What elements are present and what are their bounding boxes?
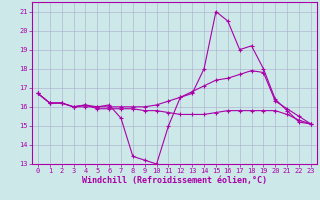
X-axis label: Windchill (Refroidissement éolien,°C): Windchill (Refroidissement éolien,°C) [82, 176, 267, 185]
